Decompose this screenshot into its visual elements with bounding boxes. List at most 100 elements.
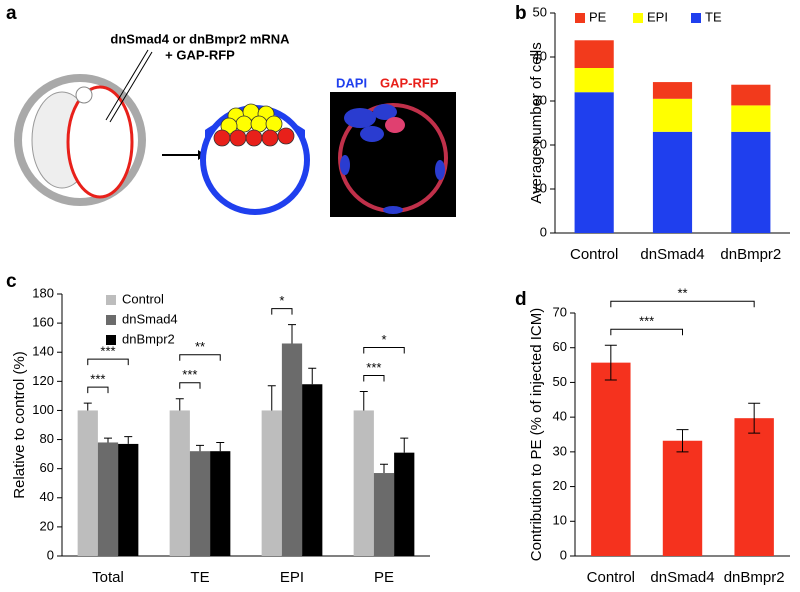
legend-label: PE	[589, 9, 607, 24]
y-tick-label: 100	[32, 402, 54, 417]
bar	[281, 343, 303, 556]
y-tick-label: 30	[553, 443, 567, 458]
injection-label: dnSmad4 or dnBmpr2 mRNA	[110, 31, 290, 46]
y-tick-label: 0	[47, 547, 54, 562]
significance-bracket	[610, 328, 683, 336]
bar	[189, 451, 211, 556]
y-tick-label: 50	[553, 374, 567, 389]
bar	[97, 442, 119, 556]
legend-label: EPI	[647, 9, 668, 24]
bar-segment	[731, 84, 771, 106]
needle	[109, 51, 153, 123]
bar	[77, 410, 98, 556]
error-bar	[124, 436, 133, 444]
legend-swatch	[106, 315, 116, 325]
pe-cells	[213, 127, 295, 147]
y-tick-label: 10	[553, 513, 567, 528]
y-tick-label: 30	[533, 92, 547, 107]
significance-bracket	[87, 386, 109, 394]
error-bar	[83, 402, 92, 411]
bar	[734, 418, 774, 556]
error-bar	[359, 391, 368, 411]
significance-bracket	[179, 382, 201, 389]
legend-swatch	[691, 13, 701, 23]
panel-label: c	[6, 271, 17, 292]
significance-bracket	[610, 300, 755, 308]
significance-bracket	[179, 354, 221, 361]
bar	[118, 443, 139, 556]
legend-label: dnBmpr2	[122, 331, 175, 346]
y-tick-label: 20	[533, 136, 547, 151]
needle	[105, 49, 149, 121]
x-tick-label: dnBmpr2	[724, 569, 785, 586]
error-bar	[380, 463, 388, 474]
error-bar	[400, 437, 409, 453]
error-bar	[216, 441, 225, 452]
y-axis-label: Average number of cells	[528, 42, 545, 203]
bar-segment	[652, 98, 693, 132]
significance-bracket	[87, 358, 129, 366]
bar	[169, 410, 190, 556]
error-bar	[308, 367, 317, 385]
y-tick-label: 70	[553, 304, 567, 319]
bar	[591, 362, 631, 556]
polar-body	[75, 86, 93, 104]
significance-label: ***	[100, 344, 115, 359]
significance-label: **	[677, 286, 687, 301]
error-bar	[288, 324, 296, 344]
x-tick-label: Control	[587, 569, 635, 586]
stain-label: DAPI	[336, 75, 367, 90]
x-tick-label: dnSmad4	[650, 569, 714, 586]
x-tick-label: TE	[190, 569, 209, 586]
y-tick-label: 50	[533, 4, 547, 19]
significance-label: ***	[639, 314, 654, 329]
y-tick-label: 0	[560, 547, 567, 562]
panel-label: a	[6, 3, 17, 24]
bar	[302, 384, 323, 556]
y-tick-label: 40	[533, 48, 547, 63]
x-tick-label: Control	[570, 246, 618, 263]
bar-segment	[574, 68, 614, 93]
x-tick-label: Total	[92, 569, 124, 586]
epi-cells	[220, 103, 283, 135]
significance-label: ***	[182, 367, 197, 382]
legend-label: Control	[122, 291, 164, 306]
error-bar	[267, 385, 276, 411]
bar-segment	[652, 131, 693, 233]
legend-swatch	[575, 13, 585, 23]
error-bar	[676, 429, 689, 453]
y-tick-label: 80	[40, 431, 54, 446]
y-axis-label: Contribution to PE (% of injected ICM)	[528, 308, 545, 561]
bar	[261, 410, 282, 556]
bar-segment	[652, 82, 693, 99]
bar	[662, 440, 703, 556]
stain-label: GAP-RFP	[380, 75, 439, 90]
legend-swatch	[106, 295, 116, 305]
significance-bracket	[363, 347, 405, 354]
y-tick-label: 20	[40, 518, 54, 533]
panel-a-diagram: a dnSmad4 or dnBmpr2 mRNA + GAP-RFP DAPI…	[6, 3, 456, 217]
significance-label: **	[195, 339, 205, 354]
bar-segment	[574, 92, 614, 233]
y-tick-label: 40	[40, 489, 54, 504]
significance-label: ***	[366, 360, 381, 375]
significance-bracket	[363, 375, 385, 382]
legend-swatch	[633, 13, 643, 23]
y-tick-label: 140	[32, 344, 54, 359]
panel-label: b	[515, 3, 527, 24]
significance-label: *	[279, 293, 284, 308]
bar-segment	[731, 105, 771, 132]
micrograph-nuclei	[340, 104, 445, 214]
y-tick-label: 120	[32, 373, 54, 388]
significance-bracket	[271, 308, 293, 315]
error-bar	[175, 398, 184, 411]
bar	[210, 451, 231, 556]
bar-segment	[731, 131, 771, 233]
panel-label: d	[515, 289, 527, 310]
bar-segment	[574, 40, 614, 68]
y-tick-label: 10	[533, 180, 547, 195]
x-tick-label: PE	[374, 569, 394, 586]
legend-swatch	[106, 335, 116, 345]
y-tick-label: 0	[540, 224, 547, 239]
